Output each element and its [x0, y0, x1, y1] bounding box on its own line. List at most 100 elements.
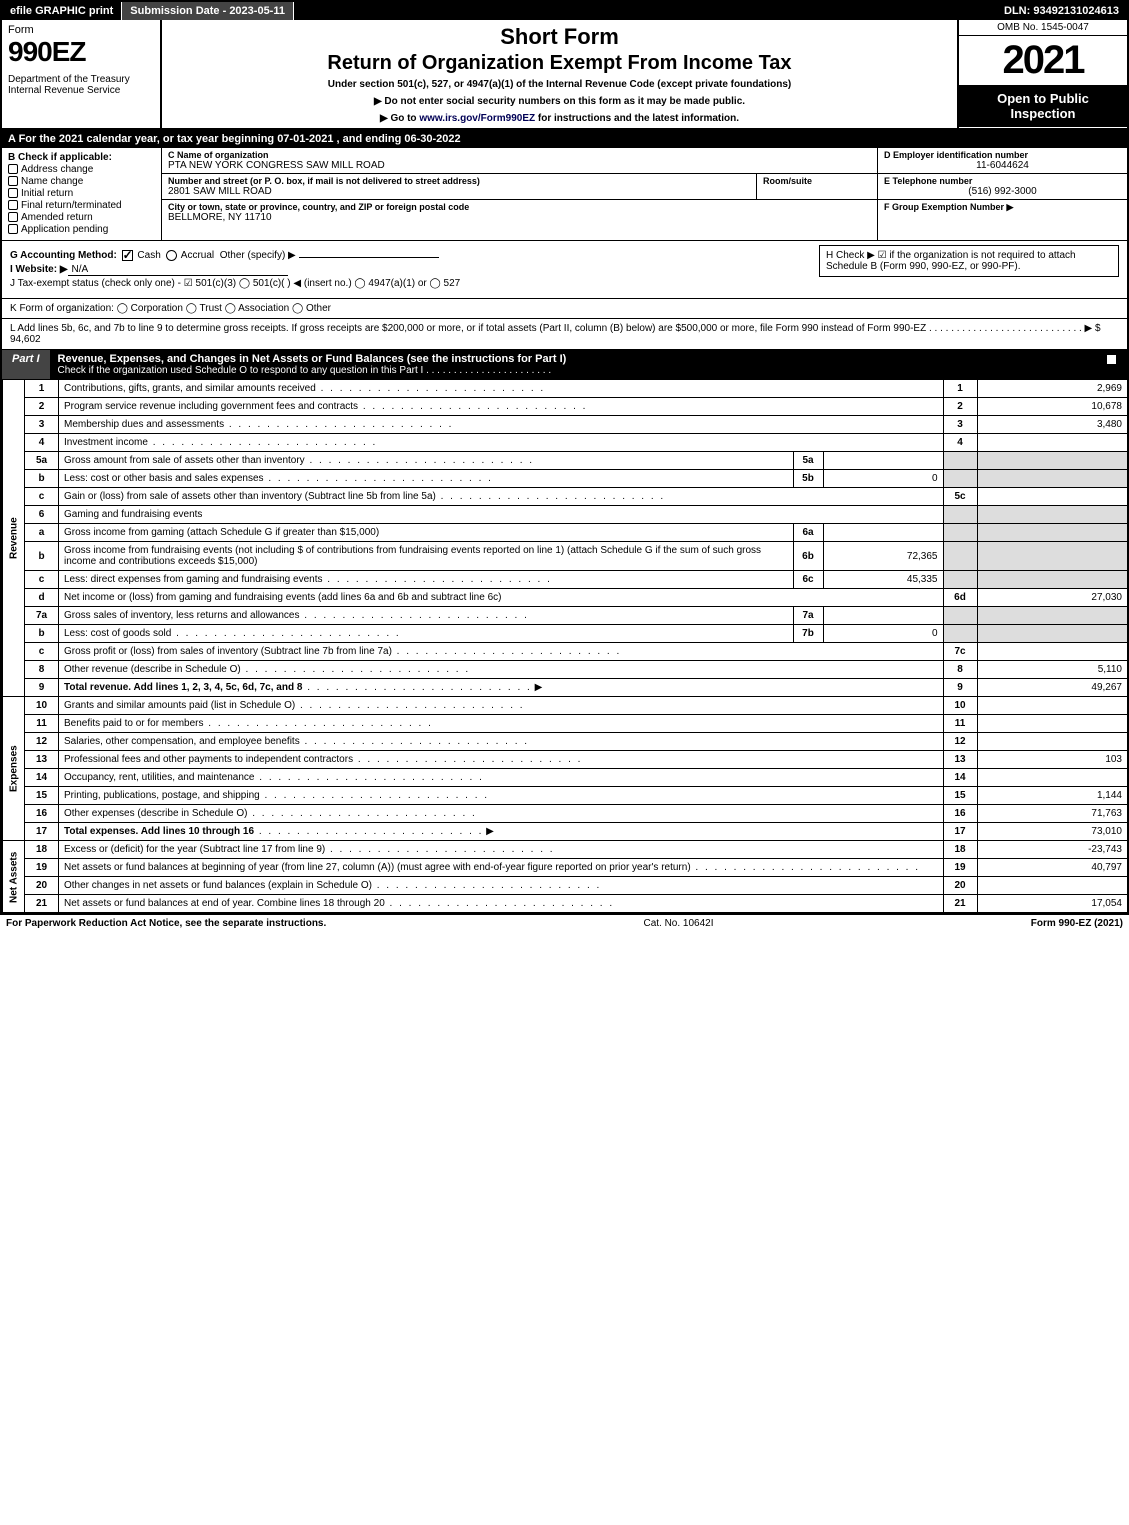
part-1-checkbox[interactable] [1096, 350, 1127, 379]
chk-final-return[interactable]: Final return/terminated [8, 200, 155, 211]
chk-initial-return[interactable]: Initial return [8, 188, 155, 199]
row-j-tax-exempt: J Tax-exempt status (check only one) - ☑… [10, 278, 1119, 289]
website-value: N/A [68, 264, 289, 276]
ein-value: 11-6044624 [884, 160, 1121, 171]
street-cell: Number and street (or P. O. box, if mail… [162, 174, 757, 199]
city-label: City or town, state or province, country… [168, 202, 871, 212]
chk-application-pending[interactable]: Application pending [8, 224, 155, 235]
part-1-subtitle: Check if the organization used Schedule … [58, 365, 1088, 376]
group-exemption-label: F Group Exemption Number ▶ [884, 202, 1121, 213]
city-state-zip: BELLMORE, NY 11710 [168, 212, 871, 223]
instruction-2: ▶ Go to www.irs.gov/Form990EZ for instru… [170, 113, 949, 124]
row-ghi: H Check ▶ ☑ if the organization is not r… [2, 241, 1127, 299]
line-14: 14Occupancy, rent, utilities, and mainte… [3, 769, 1128, 787]
phone-value: (516) 992-3000 [884, 186, 1121, 197]
form-990ez: efile GRAPHIC print Submission Date - 20… [0, 0, 1129, 915]
expenses-side-label: Expenses [3, 697, 25, 841]
header-right: OMB No. 1545-0047 2021 Open to Public In… [957, 20, 1127, 128]
line-19: 19Net assets or fund balances at beginni… [3, 859, 1128, 877]
ein-cell: D Employer identification number 11-6044… [878, 148, 1127, 174]
phone-label: E Telephone number [884, 176, 1121, 186]
line-17: 17Total expenses. Add lines 10 through 1… [3, 823, 1128, 841]
street-row: Number and street (or P. O. box, if mail… [162, 174, 877, 200]
line-13: 13Professional fees and other payments t… [3, 751, 1128, 769]
col-c-org-info: C Name of organization PTA NEW YORK CONG… [162, 148, 877, 240]
city-cell: City or town, state or province, country… [162, 200, 877, 225]
page-footer: For Paperwork Reduction Act Notice, see … [0, 915, 1129, 932]
omb-number: OMB No. 1545-0047 [959, 20, 1127, 36]
h-schedule-b: H Check ▶ ☑ if the organization is not r… [819, 245, 1119, 277]
form-number: 990EZ [8, 36, 154, 68]
street-label: Number and street (or P. O. box, if mail… [168, 176, 750, 186]
efile-print[interactable]: efile GRAPHIC print [2, 2, 122, 20]
col-b-checkboxes: B Check if applicable: Address change Na… [2, 148, 162, 240]
topbar: efile GRAPHIC print Submission Date - 20… [2, 2, 1127, 20]
chk-amended-return[interactable]: Amended return [8, 212, 155, 223]
line-21: 21Net assets or fund balances at end of … [3, 895, 1128, 913]
col-def: D Employer identification number 11-6044… [877, 148, 1127, 240]
chk-accrual[interactable] [166, 250, 177, 261]
line-7b: bLess: cost of goods sold7b0 [3, 625, 1128, 643]
chk-name-change[interactable]: Name change [8, 176, 155, 187]
line-16: 16Other expenses (describe in Schedule O… [3, 805, 1128, 823]
phone-cell: E Telephone number (516) 992-3000 [878, 174, 1127, 200]
form-subtitle: Under section 501(c), 527, or 4947(a)(1)… [170, 79, 949, 90]
footer-left: For Paperwork Reduction Act Notice, see … [6, 918, 326, 929]
line-6b: bGross income from fundraising events (n… [3, 542, 1128, 571]
line-6: 6Gaming and fundraising events [3, 506, 1128, 524]
line-7c: cGross profit or (loss) from sales of in… [3, 643, 1128, 661]
line-10: Expenses 10Grants and similar amounts pa… [3, 697, 1128, 715]
chk-cash[interactable] [122, 250, 133, 261]
line-8: 8Other revenue (describe in Schedule O)8… [3, 661, 1128, 679]
line-7a: 7aGross sales of inventory, less returns… [3, 607, 1128, 625]
netassets-side-label: Net Assets [3, 841, 25, 913]
line-2: 2Program service revenue including gover… [3, 398, 1128, 416]
line-5a: 5aGross amount from sale of assets other… [3, 452, 1128, 470]
footer-cat-no: Cat. No. 10642I [326, 918, 1030, 929]
irs-link[interactable]: www.irs.gov/Form990EZ [419, 113, 535, 124]
line-4: 4Investment income4 [3, 434, 1128, 452]
part-1-header: Part I Revenue, Expenses, and Changes in… [2, 350, 1127, 379]
line-15: 15Printing, publications, postage, and s… [3, 787, 1128, 805]
line-9: 9Total revenue. Add lines 1, 2, 3, 4, 5c… [3, 679, 1128, 697]
room-suite-cell: Room/suite [757, 174, 877, 199]
revenue-side-label: Revenue [3, 380, 25, 697]
street-address: 2801 SAW MILL ROAD [168, 186, 750, 197]
public-inspection: Open to Public Inspection [959, 85, 1127, 127]
form-word: Form [8, 24, 154, 36]
line-1: Revenue 1Contributions, gifts, grants, a… [3, 380, 1128, 398]
ein-label: D Employer identification number [884, 150, 1121, 160]
room-label: Room/suite [763, 176, 871, 186]
line-6d: dNet income or (loss) from gaming and fu… [3, 589, 1128, 607]
line-6c: cLess: direct expenses from gaming and f… [3, 571, 1128, 589]
line-6a: aGross income from gaming (attach Schedu… [3, 524, 1128, 542]
org-name: PTA NEW YORK CONGRESS SAW MILL ROAD [168, 160, 871, 171]
org-name-cell: C Name of organization PTA NEW YORK CONG… [162, 148, 877, 174]
header-left: Form 990EZ Department of the Treasury In… [2, 20, 162, 128]
section-bcd: B Check if applicable: Address change Na… [2, 148, 1127, 241]
row-a-tax-year: A For the 2021 calendar year, or tax yea… [2, 130, 1127, 148]
col-b-title: B Check if applicable: [8, 152, 155, 163]
line-18: Net Assets 18Excess or (deficit) for the… [3, 841, 1128, 859]
tax-year: 2021 [959, 36, 1127, 85]
group-exemption-cell: F Group Exemption Number ▶ [878, 200, 1127, 215]
line-5b: bLess: cost or other basis and sales exp… [3, 470, 1128, 488]
chk-address-change[interactable]: Address change [8, 164, 155, 175]
line-5c: cGain or (loss) from sale of assets othe… [3, 488, 1128, 506]
form-title: Return of Organization Exempt From Incom… [170, 52, 949, 75]
row-l-gross-receipts: L Add lines 5b, 6c, and 7b to line 9 to … [2, 319, 1127, 350]
line-11: 11Benefits paid to or for members11 [3, 715, 1128, 733]
part-1-title: Revenue, Expenses, and Changes in Net As… [50, 350, 1096, 379]
submission-date: Submission Date - 2023-05-11 [122, 2, 294, 20]
department: Department of the Treasury Internal Reve… [8, 74, 154, 96]
short-form-title: Short Form [170, 24, 949, 50]
instruction-1: ▶ Do not enter social security numbers o… [170, 96, 949, 107]
org-name-label: C Name of organization [168, 150, 871, 160]
line-12: 12Salaries, other compensation, and empl… [3, 733, 1128, 751]
line-3: 3Membership dues and assessments33,480 [3, 416, 1128, 434]
dln: DLN: 93492131024613 [996, 2, 1127, 20]
row-k-org-form: K Form of organization: ◯ Corporation ◯ … [2, 299, 1127, 319]
header-mid: Short Form Return of Organization Exempt… [162, 20, 957, 128]
footer-form-ref: Form 990-EZ (2021) [1031, 918, 1123, 929]
form-header: Form 990EZ Department of the Treasury In… [2, 20, 1127, 130]
